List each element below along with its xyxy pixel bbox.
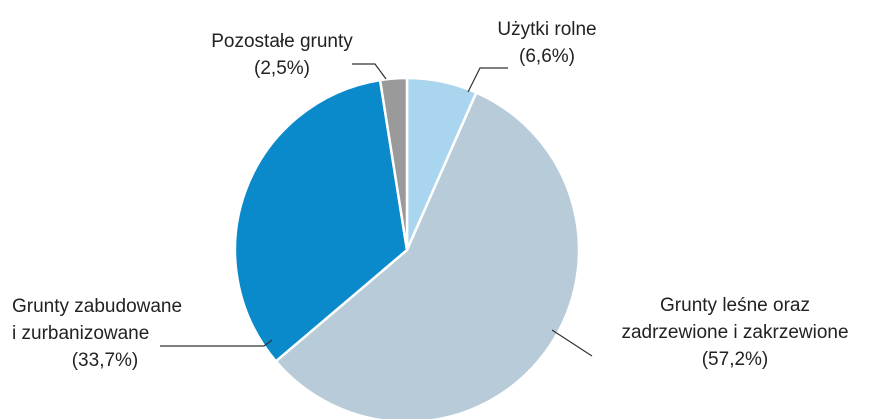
pie-slice: [378, 76, 409, 251]
leader-line: [352, 63, 387, 80]
pie-slice: [233, 78, 409, 364]
pie-slice: [274, 90, 581, 419]
slice-label: Użytki rolne: [497, 19, 596, 40]
leader-line: [160, 339, 273, 347]
slice-label-line: Pozostałe grunty: [211, 31, 353, 52]
slice-label: Pozostałe grunty: [211, 31, 353, 52]
slice-label-line: Użytki rolne: [497, 19, 596, 40]
slice-label-line: Grunty zabudowane: [12, 296, 182, 317]
value-label: (57,2%): [702, 349, 769, 370]
slice-label-line: Grunty leśne oraz: [660, 295, 810, 316]
value-label: (2,5%): [254, 58, 310, 79]
slice-label: Grunty zabudowane i zurbanizowane: [12, 296, 182, 344]
leader-line: [467, 67, 508, 93]
value-label: (33,7%): [72, 350, 139, 371]
slice-label-line: i zurbanizowane: [12, 323, 149, 344]
slice-label-line: zadrzewione i zakrzewione: [621, 322, 848, 343]
slice-label: Grunty leśne oraz zadrzewione i zakrzewio…: [621, 295, 848, 343]
value-label: (6,6%): [519, 46, 575, 67]
leader-line: [551, 329, 593, 357]
